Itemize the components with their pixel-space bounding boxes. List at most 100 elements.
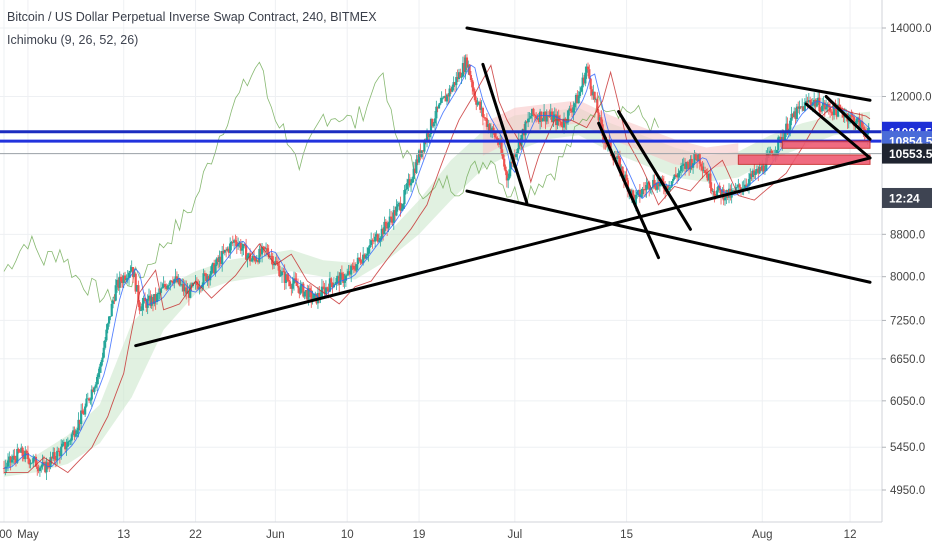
candle-body — [505, 171, 508, 181]
candle-body — [383, 221, 386, 235]
candle-body — [477, 101, 481, 103]
candle-body — [758, 167, 761, 174]
candle-body — [36, 466, 39, 469]
candle-body — [147, 295, 151, 299]
candle-body — [258, 248, 261, 263]
candle-body — [239, 242, 242, 251]
candle-body — [219, 256, 222, 264]
candle-body — [821, 105, 824, 112]
candle-body — [755, 168, 759, 172]
candle-body — [362, 254, 365, 264]
candle-body — [366, 253, 369, 256]
candle-body — [544, 111, 547, 122]
trendline-upper-resistance — [465, 26, 872, 102]
candle-body — [306, 290, 309, 300]
candle-body — [578, 91, 582, 96]
candle-body — [310, 290, 313, 300]
candle-body — [312, 293, 316, 299]
candle-body — [723, 197, 727, 201]
candle-body — [540, 111, 543, 122]
candle-body — [233, 240, 236, 243]
candle-body — [456, 77, 459, 80]
candle-body — [630, 190, 634, 196]
candle-body — [499, 142, 502, 145]
candle-body — [475, 100, 478, 105]
time-tick-label: May — [17, 529, 39, 541]
candle-body — [272, 264, 276, 266]
supply-zone-lower — [737, 154, 871, 165]
indicator-legend[interactable]: Ichimoku (9, 26, 52, 26) — [7, 33, 139, 47]
candle-body — [566, 110, 570, 123]
candle-body — [90, 389, 93, 400]
candle-body — [322, 286, 325, 288]
candle-body — [150, 296, 153, 306]
candle-body — [427, 133, 430, 138]
candle-body — [375, 234, 378, 237]
candle-body — [642, 189, 645, 190]
candle-body — [252, 255, 256, 258]
candle-body — [359, 259, 362, 263]
candle-body — [111, 300, 115, 304]
candle-body — [558, 120, 562, 122]
candle-body — [546, 115, 550, 117]
candle-body — [596, 99, 599, 113]
price-tag-12:24 — [882, 187, 932, 208]
candle-body — [459, 72, 462, 78]
candle-body — [552, 115, 555, 123]
candle-body — [423, 141, 426, 152]
candle-body — [267, 251, 270, 258]
candle-body — [481, 107, 485, 118]
candle-body — [122, 275, 125, 283]
candle-body — [625, 174, 628, 181]
candle-body — [197, 285, 200, 289]
candle-body — [6, 460, 10, 467]
candle-body — [143, 297, 147, 302]
candle-body — [81, 410, 84, 414]
candle-body — [221, 251, 224, 264]
candle-body — [9, 456, 12, 463]
candle-body — [135, 285, 139, 292]
candle-body — [835, 109, 838, 117]
candle-body — [149, 295, 152, 306]
candle-body — [344, 275, 347, 281]
candle-body — [799, 106, 802, 108]
candle-body — [74, 433, 77, 437]
candle-body — [590, 89, 594, 96]
candle-body — [8, 456, 11, 461]
candle-body — [653, 179, 656, 188]
candle-body — [328, 278, 332, 292]
candle-body — [126, 277, 129, 279]
candle-body — [181, 284, 184, 285]
candle-body — [298, 287, 301, 294]
candle-body — [652, 179, 655, 188]
candle-body — [421, 150, 425, 152]
candle-body — [53, 452, 56, 460]
candle-body — [101, 357, 104, 363]
candle-body — [707, 173, 711, 181]
candle-body — [822, 102, 825, 106]
candle-body — [783, 132, 786, 140]
candle-body — [157, 292, 160, 295]
candle-body — [597, 112, 600, 121]
candle-body — [183, 287, 187, 292]
price-tag-label: 12:24 — [889, 191, 920, 205]
candle-body — [537, 117, 540, 123]
candle-body — [210, 266, 213, 275]
candle-body — [561, 125, 564, 128]
candle-body — [745, 184, 748, 186]
candle-body — [634, 194, 637, 205]
candle-body — [697, 154, 700, 161]
candle-body — [352, 265, 355, 270]
candle-body — [339, 272, 342, 285]
candle-body — [695, 158, 699, 161]
candle-body — [255, 260, 258, 262]
candle-body — [401, 204, 405, 209]
candle-body — [738, 184, 741, 188]
candle-body — [717, 185, 720, 191]
candle-body — [260, 246, 264, 255]
candle-body — [105, 329, 108, 341]
trendline-short-down-2 — [597, 121, 661, 260]
candle-body — [237, 244, 240, 247]
tenkan-sen — [4, 64, 871, 469]
